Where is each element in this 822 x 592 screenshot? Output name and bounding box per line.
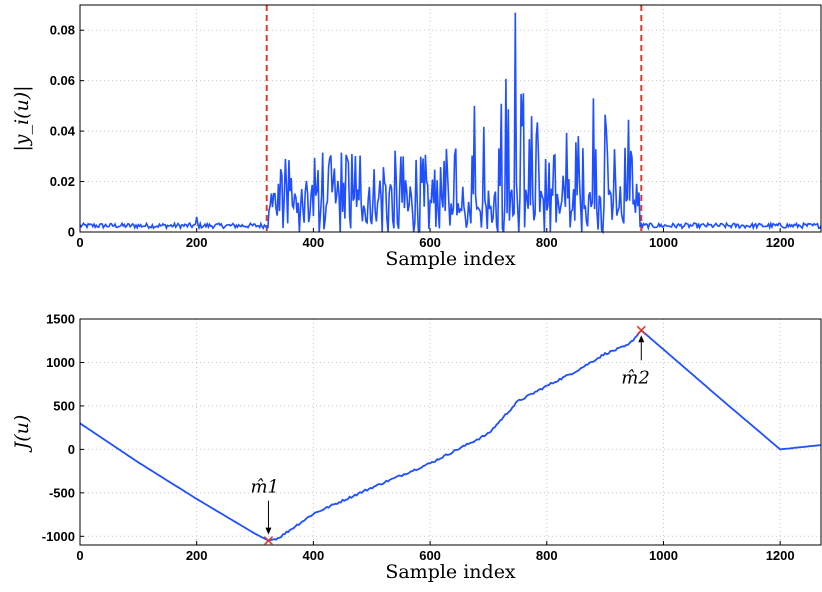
- y-tick-label: 1000: [46, 355, 75, 370]
- top-axes-frame: [79, 4, 822, 233]
- x-tick-label: 200: [186, 235, 208, 250]
- x-tick-label: 0: [76, 548, 83, 563]
- annotation-arrowhead: [638, 335, 645, 343]
- annotation-arrowhead: [265, 527, 272, 535]
- bottom-tick-labels: 0 200 400 600 800 1000 1200 -1000 -500 0 500 1000 15…: [42, 312, 795, 564]
- y-tick-label: -1000: [42, 529, 75, 544]
- y-tick-label: 1500: [46, 312, 75, 327]
- changepoint-marker: [263, 536, 274, 546]
- x-tick-label: 0: [76, 235, 83, 250]
- bottom-x-axis-label: Sample index: [385, 561, 516, 583]
- y-tick-label: 0.06: [50, 73, 75, 88]
- y-tick-label: -500: [49, 485, 75, 500]
- y-tick-label: 500: [53, 398, 75, 413]
- y-tick-label: 0: [68, 225, 75, 240]
- bottom-grid: [80, 319, 821, 545]
- top-grid: [80, 5, 821, 232]
- top-signal-line: [79, 12, 822, 235]
- marker-label: m̂2: [621, 367, 650, 388]
- y-tick-label: 0.08: [50, 23, 75, 38]
- x-tick-label: 400: [303, 235, 325, 250]
- changepoint-marker: [636, 325, 646, 335]
- y-tick-label: 0: [68, 442, 75, 457]
- top-plot: 0 200 400 600 800 1000 1200 0 0.02 0.04 0.06 0.08 S…: [11, 4, 822, 270]
- y-tick-label: 0.04: [50, 124, 76, 139]
- x-tick-label: 600: [419, 235, 441, 250]
- top-x-axis-label: Sample index: [385, 248, 516, 270]
- x-tick-label: 1000: [649, 548, 678, 563]
- x-tick-label: 400: [303, 548, 325, 563]
- marker-label: m̂1: [250, 477, 279, 498]
- bottom-axes-frame: [79, 318, 822, 546]
- bottom-cost-line: [79, 329, 821, 542]
- top-y-axis-label: |y_i(u)|: [11, 85, 33, 151]
- bottom-plot: 0 200 400 600 800 1000 1200 -1000 -500 0 500 1000 15…: [11, 312, 822, 583]
- x-tick-label: 800: [536, 548, 558, 563]
- bottom-y-axis-label: J(u): [11, 415, 33, 454]
- top-tick-labels: 0 200 400 600 800 1000 1200 0 0.02 0.04 0.06 0.08: [50, 23, 795, 250]
- x-tick-label: 200: [186, 548, 208, 563]
- x-tick-label: 800: [536, 235, 558, 250]
- x-tick-label: 1200: [766, 548, 795, 563]
- y-tick-label: 0.02: [50, 174, 75, 189]
- top-changepoint-lines: [265, 5, 643, 232]
- x-tick-label: 1200: [766, 235, 795, 250]
- x-tick-label: 1000: [649, 235, 678, 250]
- x-tick-label: 600: [419, 548, 441, 563]
- bottom-markers: m̂1 m̂2: [250, 325, 650, 546]
